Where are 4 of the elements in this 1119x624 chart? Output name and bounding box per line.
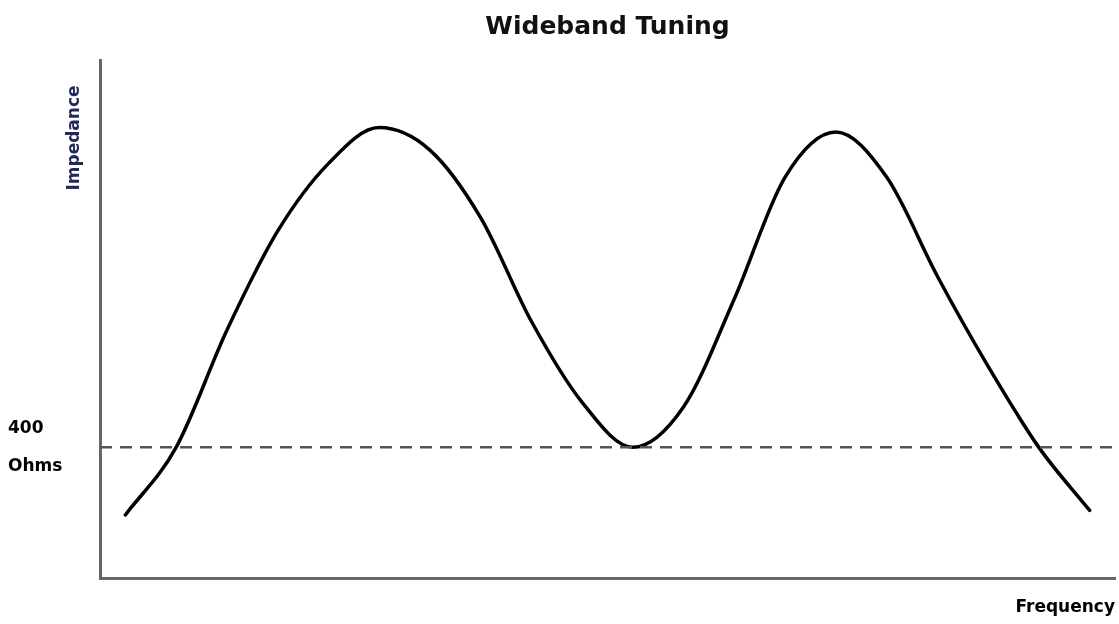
ref-line-label: 400 Ohms — [8, 416, 63, 475]
x-axis-title: Frequency — [1015, 596, 1115, 617]
chart-title: Wideband Tuning — [485, 10, 730, 40]
y-axis-title: Impedance — [63, 85, 84, 191]
